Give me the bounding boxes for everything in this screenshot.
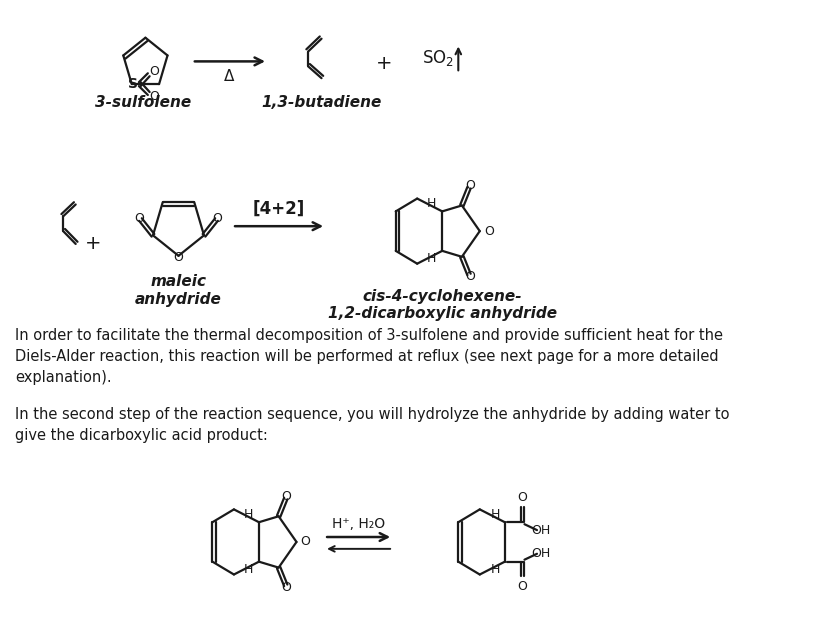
Text: OH: OH — [531, 523, 550, 537]
Text: In order to facilitate the thermal decomposition of 3-sulfolene and provide suff: In order to facilitate the thermal decom… — [15, 328, 723, 385]
Text: H: H — [427, 197, 436, 210]
Text: SO$_2$: SO$_2$ — [421, 48, 454, 69]
Text: +: + — [376, 54, 392, 73]
Text: H: H — [491, 508, 500, 521]
Text: H: H — [243, 508, 253, 521]
Text: O: O — [465, 179, 475, 192]
Text: O: O — [518, 491, 528, 504]
Text: O: O — [282, 581, 292, 594]
Text: O: O — [174, 251, 184, 264]
Text: H: H — [491, 563, 500, 576]
Text: O: O — [149, 91, 159, 103]
Text: O: O — [465, 270, 475, 283]
Text: O: O — [213, 212, 223, 225]
Text: O: O — [282, 490, 292, 503]
Text: O: O — [484, 225, 494, 238]
Text: cis-4-cyclohexene-
1,2-dicarboxylic anhydride: cis-4-cyclohexene- 1,2-dicarboxylic anhy… — [327, 289, 557, 321]
Text: H: H — [243, 563, 253, 576]
Text: In the second step of the reaction sequence, you will hydrolyze the anhydride by: In the second step of the reaction seque… — [15, 407, 730, 443]
Text: maleic
anhydride: maleic anhydride — [135, 274, 222, 306]
Text: Δ: Δ — [224, 69, 234, 84]
Text: H⁺, H₂O: H⁺, H₂O — [332, 517, 386, 531]
Text: [4+2]: [4+2] — [253, 199, 305, 218]
Text: 3-sulfolene: 3-sulfolene — [95, 96, 191, 110]
Text: O: O — [135, 212, 145, 225]
Text: +: + — [86, 235, 102, 253]
Text: H: H — [427, 252, 436, 265]
Text: O: O — [149, 65, 159, 78]
Text: O: O — [301, 535, 310, 548]
Text: S: S — [128, 77, 138, 91]
Text: 1,3-butadiene: 1,3-butadiene — [261, 96, 381, 110]
Text: O: O — [518, 580, 528, 593]
Text: OH: OH — [531, 547, 550, 560]
